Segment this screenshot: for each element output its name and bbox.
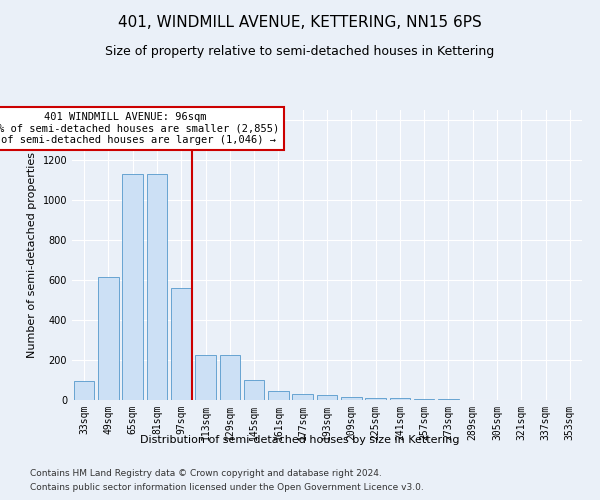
Bar xyxy=(365,398,386,400)
Text: Distribution of semi-detached houses by size in Kettering: Distribution of semi-detached houses by … xyxy=(140,435,460,445)
Bar xyxy=(122,174,143,400)
Bar xyxy=(146,174,167,400)
Bar xyxy=(244,380,265,400)
Bar xyxy=(98,277,119,400)
Text: Contains public sector information licensed under the Open Government Licence v3: Contains public sector information licen… xyxy=(30,484,424,492)
Text: 401, WINDMILL AVENUE, KETTERING, NN15 6PS: 401, WINDMILL AVENUE, KETTERING, NN15 6P… xyxy=(118,15,482,30)
Bar xyxy=(317,395,337,400)
Bar xyxy=(341,397,362,400)
Text: Size of property relative to semi-detached houses in Kettering: Size of property relative to semi-detach… xyxy=(106,45,494,58)
Bar xyxy=(292,394,313,400)
Bar xyxy=(74,381,94,400)
Bar xyxy=(414,399,434,400)
Bar xyxy=(171,288,191,400)
Text: 401 WINDMILL AVENUE: 96sqm
← 72% of semi-detached houses are smaller (2,855)
27%: 401 WINDMILL AVENUE: 96sqm ← 72% of semi… xyxy=(0,112,279,145)
Bar xyxy=(389,398,410,400)
Y-axis label: Number of semi-detached properties: Number of semi-detached properties xyxy=(27,152,37,358)
Text: Contains HM Land Registry data © Crown copyright and database right 2024.: Contains HM Land Registry data © Crown c… xyxy=(30,468,382,477)
Bar xyxy=(268,390,289,400)
Bar xyxy=(220,355,240,400)
Bar xyxy=(195,355,216,400)
